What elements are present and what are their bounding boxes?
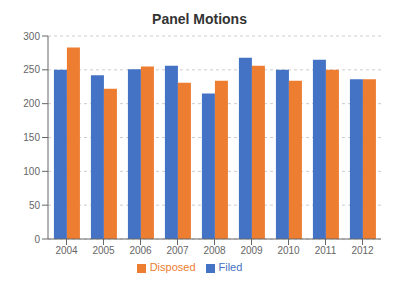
svg-text:2005: 2005 xyxy=(92,245,115,256)
svg-text:100: 100 xyxy=(23,166,40,177)
svg-text:2010: 2010 xyxy=(277,245,300,256)
svg-text:300: 300 xyxy=(23,31,40,42)
svg-text:50: 50 xyxy=(29,200,41,211)
svg-text:2007: 2007 xyxy=(166,245,189,256)
svg-text:2011: 2011 xyxy=(315,245,337,256)
svg-text:250: 250 xyxy=(23,64,40,75)
svg-text:150: 150 xyxy=(23,132,40,143)
html-text:Panel Motions: Panel Motions xyxy=(152,11,247,27)
svg-text:2008: 2008 xyxy=(203,245,226,256)
svg-text:2004: 2004 xyxy=(55,245,78,256)
svg-text:2012: 2012 xyxy=(351,245,374,256)
svg-text:0: 0 xyxy=(34,234,40,245)
svg-text:200: 200 xyxy=(23,98,40,109)
html-text:Disposed: Disposed xyxy=(149,261,196,273)
html-text:Filed: Filed xyxy=(218,261,243,273)
svg-text:2009: 2009 xyxy=(240,245,263,256)
svg-text:2006: 2006 xyxy=(129,245,152,256)
